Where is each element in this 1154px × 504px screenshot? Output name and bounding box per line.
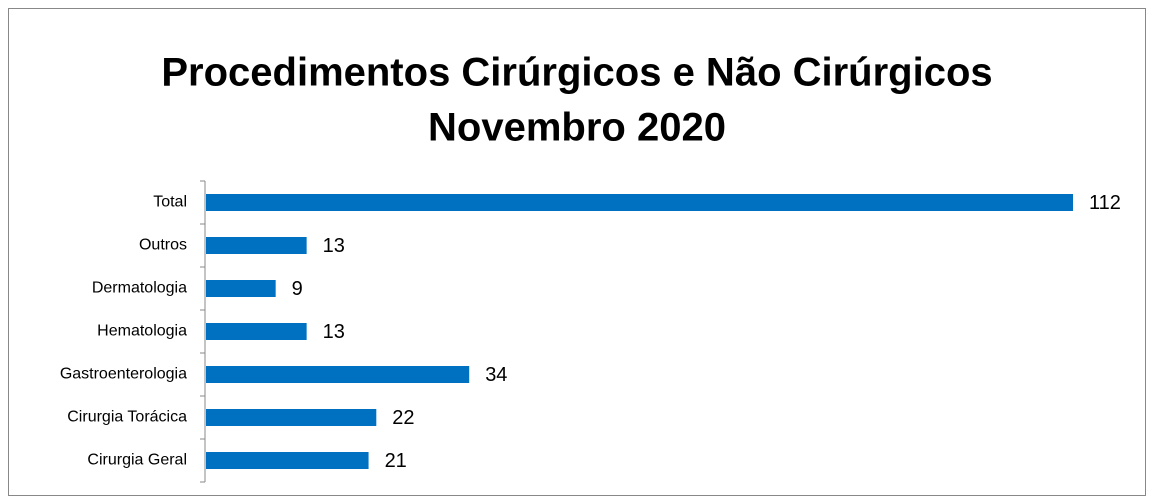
data-label: 22	[392, 407, 414, 429]
category-label: Hematologia	[97, 323, 187, 340]
data-label: 34	[485, 364, 507, 386]
chart-border	[8, 8, 1146, 496]
chart-title: Novembro 2020	[428, 106, 726, 150]
data-label: 13	[323, 235, 345, 257]
bar	[206, 323, 307, 340]
chart-title: Procedimentos Cirúrgicos e Não Cirúrgico…	[161, 51, 992, 95]
data-label: 13	[323, 321, 345, 343]
category-label: Dermatologia	[92, 280, 187, 297]
bar	[206, 194, 1073, 211]
bar	[206, 452, 369, 469]
data-label: 21	[385, 450, 407, 472]
category-label: Outros	[139, 237, 187, 254]
bar	[206, 237, 307, 254]
category-label: Cirurgia Torácica	[67, 409, 187, 426]
category-label: Total	[153, 194, 187, 211]
category-label: Cirurgia Geral	[87, 452, 187, 469]
bar	[206, 280, 276, 297]
category-label: Gastroenterologia	[60, 366, 187, 383]
bar	[206, 409, 377, 426]
data-label: 112	[1089, 192, 1121, 214]
bar	[206, 366, 470, 383]
data-label: 9	[292, 278, 303, 300]
